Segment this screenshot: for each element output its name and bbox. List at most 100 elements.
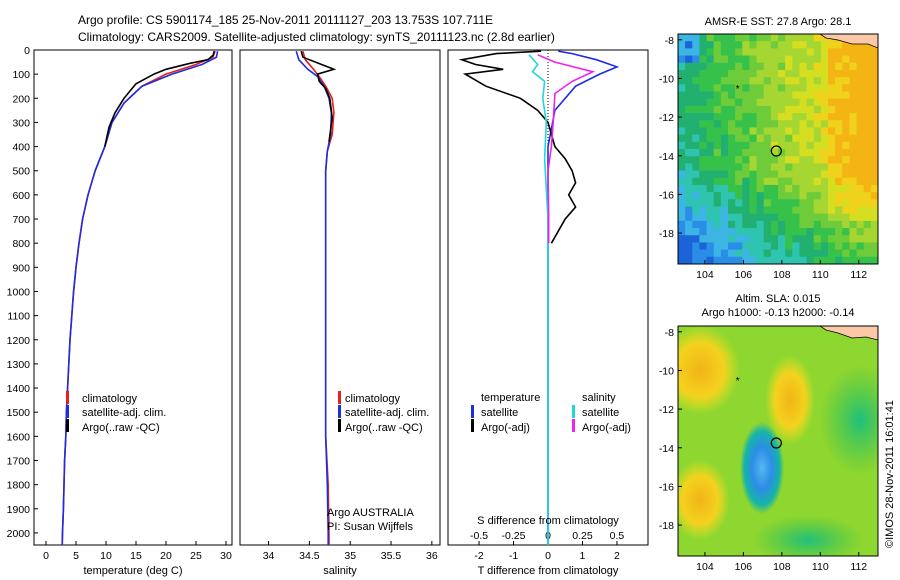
sst-cell <box>713 120 722 128</box>
sst-cell <box>692 127 700 136</box>
sst-cell <box>849 213 857 222</box>
sst-cell <box>742 84 750 92</box>
sst-cell <box>828 141 836 150</box>
depth-tick-label: 400 <box>12 142 30 154</box>
legend-swatch-t-satellite <box>471 405 474 418</box>
latitude-tick-label: -16 <box>659 481 674 493</box>
sst-cell <box>742 220 750 229</box>
depth-tick-label: 1800 <box>7 480 31 492</box>
sst-cell <box>799 228 807 236</box>
sst-cell <box>735 177 743 186</box>
sst-cell <box>870 48 878 56</box>
sst-cell <box>792 127 800 136</box>
sst-cell <box>685 249 693 258</box>
sst-cell <box>735 213 743 222</box>
sst-cell <box>842 134 850 143</box>
sst-cell <box>692 84 700 92</box>
sst-cell <box>713 184 722 193</box>
difference-line-s-argo-adj <box>537 54 596 244</box>
sst-cell <box>835 213 843 222</box>
latitude-tick-label: -18 <box>659 520 674 532</box>
sst-cell <box>813 220 822 229</box>
legend-label-t-argo: Argo(-adj) <box>481 422 530 434</box>
sst-cell <box>770 134 779 143</box>
difference-line-t-satellite <box>547 50 620 545</box>
sst-cell <box>728 256 736 264</box>
sla-eddy-low <box>740 422 784 514</box>
longitude-tick-label: 104 <box>696 561 714 573</box>
sst-cell <box>685 62 693 71</box>
sst-cell <box>835 77 843 85</box>
sst-cell <box>806 34 815 42</box>
sst-cell <box>706 134 715 143</box>
sst-cell <box>799 149 807 157</box>
sst-cell <box>806 242 815 251</box>
sst-cell <box>685 98 693 107</box>
sst-cell <box>749 163 757 171</box>
sst-cell <box>763 34 772 42</box>
sst-cell <box>749 156 757 164</box>
t-difference-tick-label: 2 <box>614 550 620 562</box>
temperature-line-argo <box>104 51 215 147</box>
sst-cell <box>720 170 729 179</box>
sst-cell <box>828 163 836 171</box>
temperature-line-climatology <box>61 50 216 545</box>
sst-cell <box>756 220 765 229</box>
sla-map-title: Altim. SLA: 0.015 <box>736 293 821 305</box>
sst-cell <box>678 120 686 128</box>
sst-cell <box>799 249 807 258</box>
sst-cell <box>785 199 793 207</box>
temperature-legend: climatology satellite-adj. clim. Argo(..… <box>66 391 166 434</box>
sst-cell <box>799 156 807 164</box>
sst-cell <box>792 98 800 107</box>
sst-cell <box>835 235 843 243</box>
sst-cell <box>799 242 807 251</box>
sst-cell <box>835 256 843 264</box>
sst-cell <box>856 199 865 207</box>
sst-cell <box>728 242 736 251</box>
sst-cell <box>813 141 822 150</box>
sst-cell <box>785 192 793 200</box>
sst-cell <box>770 163 779 171</box>
sst-cell <box>713 55 722 64</box>
sst-cell <box>785 77 793 85</box>
sst-cell <box>870 177 878 186</box>
legend-label-climatology: climatology <box>82 393 138 405</box>
salinity-line-satellite-adj-clim- <box>295 50 333 545</box>
sla-high-north <box>765 355 815 445</box>
sst-cell <box>706 34 715 42</box>
sst-cell <box>678 177 686 186</box>
sst-cell <box>806 149 815 157</box>
sst-cell <box>685 213 693 222</box>
sst-cell <box>813 134 822 143</box>
sst-cell <box>856 120 865 128</box>
sst-map-panel: AMSR-E SST: 27.8 Argo: 28.1 104 106 108 110… <box>659 16 879 281</box>
sst-cell <box>828 220 836 229</box>
sst-cell <box>792 220 800 229</box>
latitude-tick-label: -18 <box>659 228 674 240</box>
sst-cell <box>863 62 872 71</box>
sst-cell <box>756 249 765 258</box>
sst-cell <box>735 127 743 136</box>
sst-cell <box>828 91 836 100</box>
sst-cell <box>785 249 793 258</box>
sst-cell <box>692 213 700 222</box>
sst-cell <box>870 84 878 92</box>
s-difference-tick-label: 0.25 <box>572 530 593 542</box>
sst-cell <box>685 141 693 150</box>
sst-cell <box>806 177 815 186</box>
sst-cell <box>692 48 700 56</box>
sst-cell <box>813 199 822 207</box>
latitude-tick-label: -10 <box>659 365 674 377</box>
sst-cell <box>770 192 779 200</box>
sst-cell <box>728 69 736 78</box>
sst-cell <box>735 249 743 258</box>
sst-cell <box>863 249 872 258</box>
sst-cell <box>713 149 722 157</box>
sst-cell <box>828 55 836 64</box>
sst-cell <box>792 170 800 179</box>
sst-cell <box>770 41 779 49</box>
temperature-axes-frame <box>33 49 233 546</box>
sst-cell <box>763 220 772 229</box>
depth-tick-label: 1400 <box>7 383 31 395</box>
